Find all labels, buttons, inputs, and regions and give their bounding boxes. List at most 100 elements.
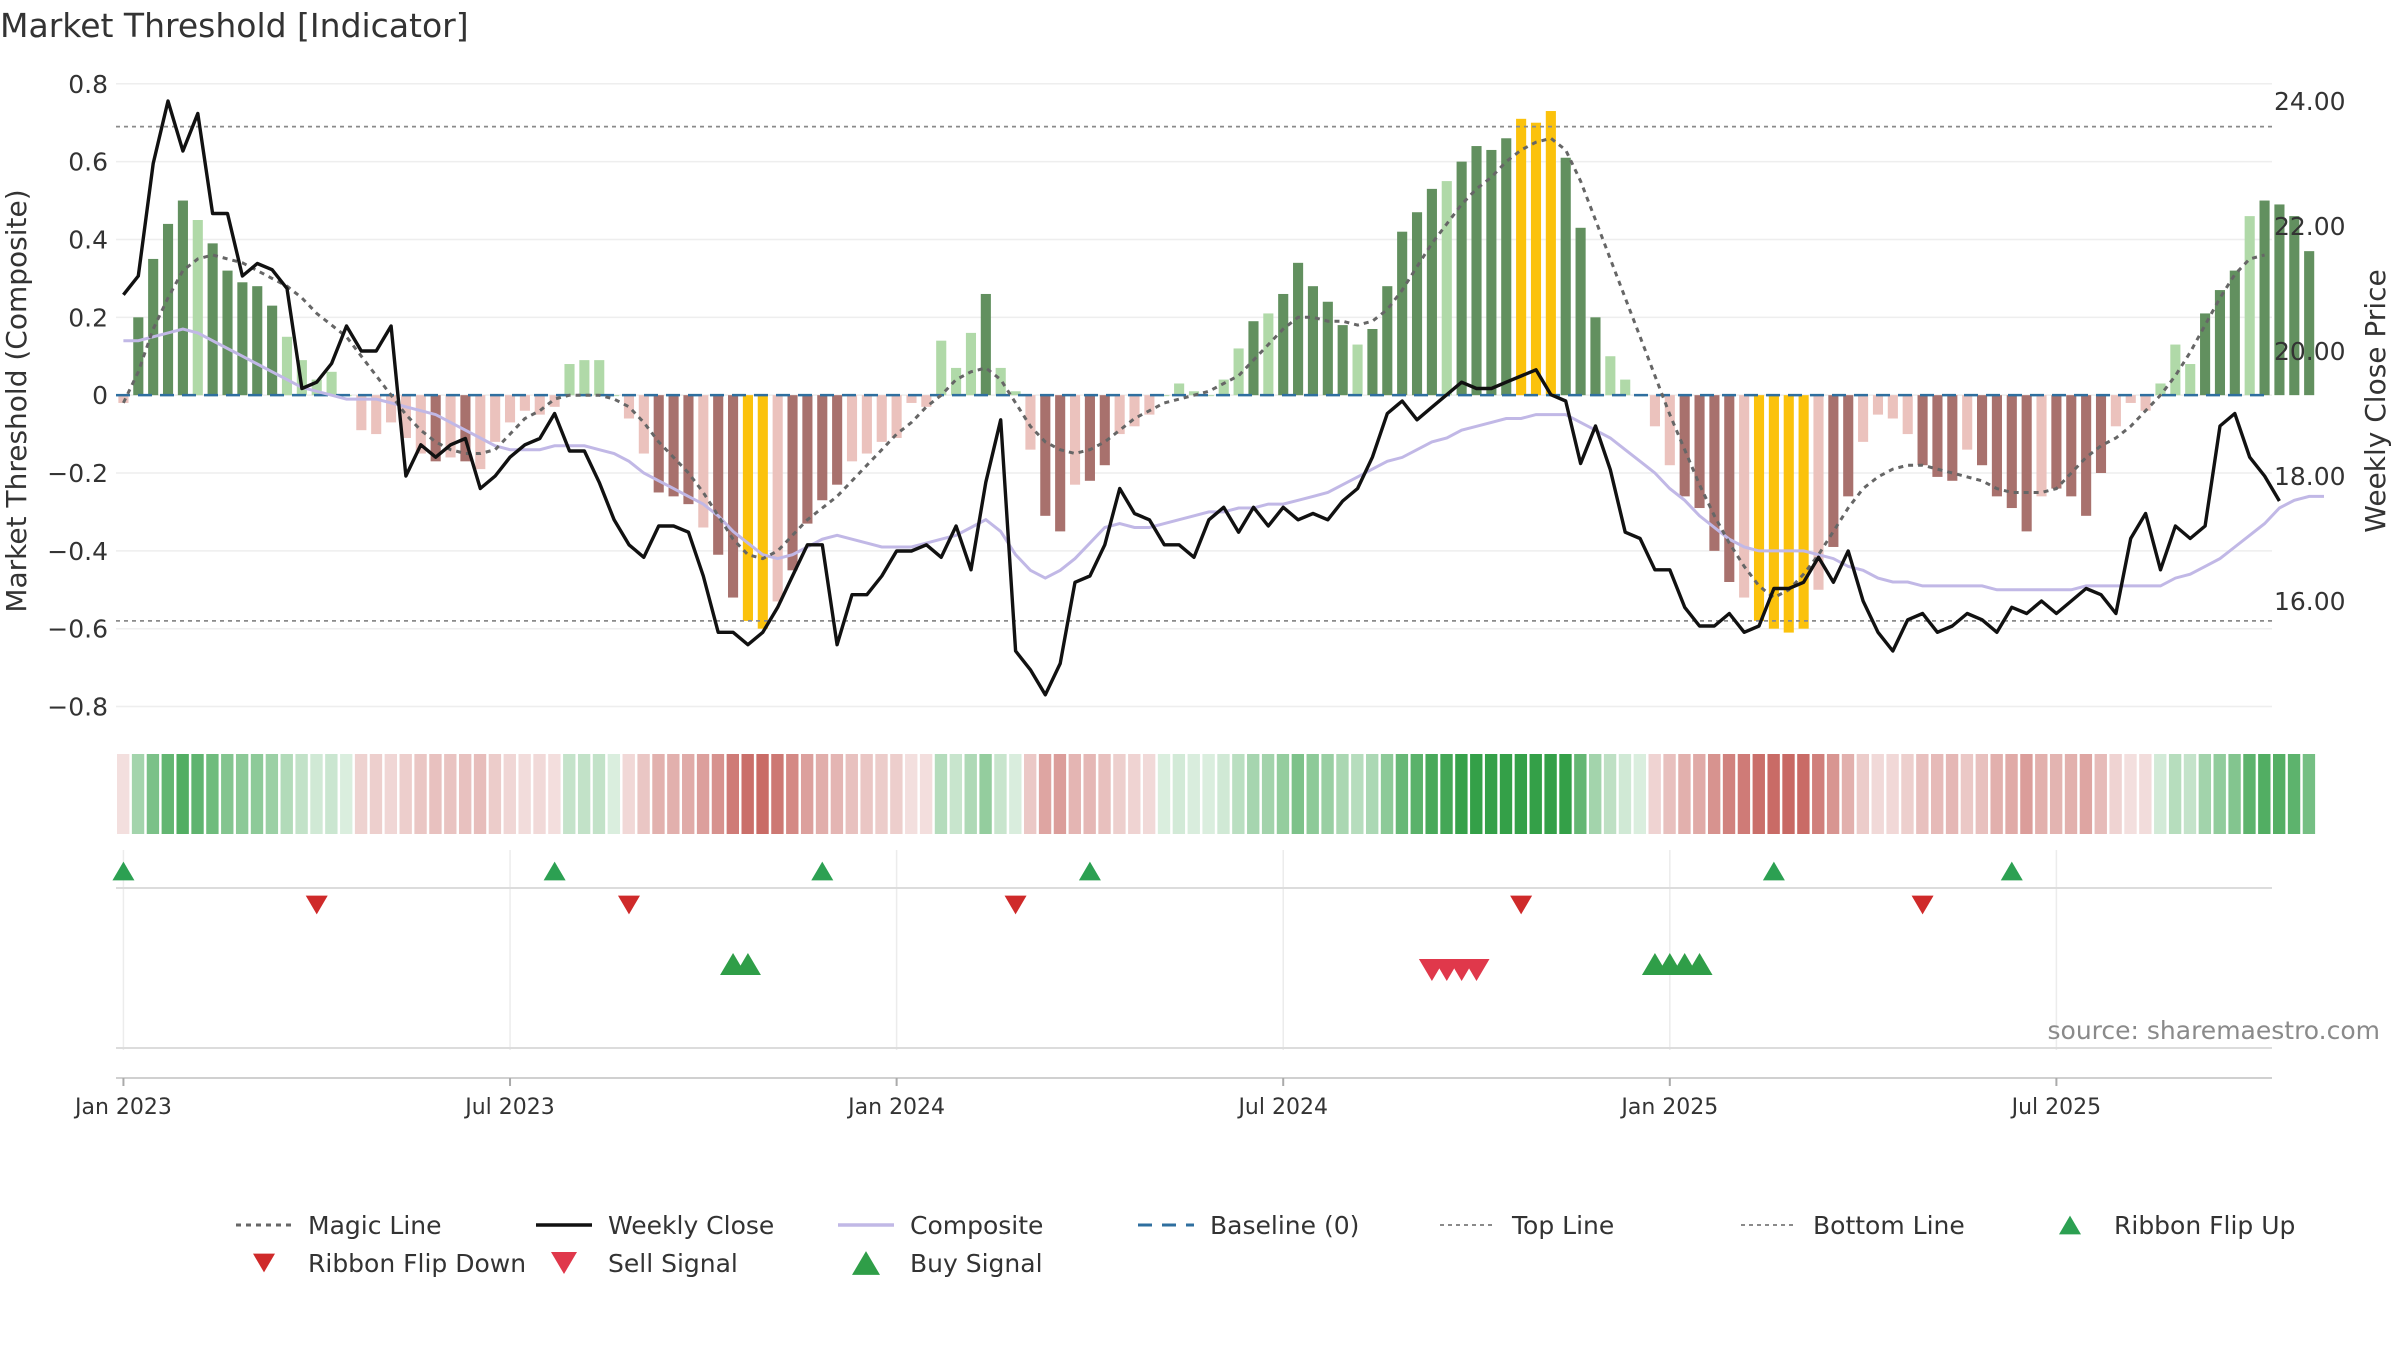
composite-bar <box>1516 118 1527 396</box>
ribbon-cell <box>756 754 769 834</box>
ribbon-cell <box>2035 754 2048 834</box>
weekly-close-line <box>122 99 2281 697</box>
ribbon-cell <box>1916 754 1929 834</box>
y2-axis-label: Weekly Close Price <box>2359 269 2392 532</box>
composite-bar <box>995 367 1006 396</box>
ribbon-cell <box>250 754 264 834</box>
ribbon-cell <box>1752 754 1765 834</box>
composite-bar <box>2229 270 2240 396</box>
composite-bar <box>1709 395 1720 551</box>
legend-item: Baseline (0) <box>1138 1211 1359 1240</box>
composite-bar <box>1471 146 1482 396</box>
buy-signal-marker <box>734 952 761 976</box>
ribbon-cell <box>1871 754 1884 834</box>
legend-swatch <box>551 1251 577 1275</box>
composite-bar <box>2289 216 2300 396</box>
y-tick-label: −0.6 <box>47 615 108 644</box>
composite-bar <box>698 395 709 528</box>
ribbon-cell <box>354 754 368 834</box>
ribbon-cell <box>458 754 472 834</box>
composite-bar <box>1040 395 1051 516</box>
legend-item: Top Line <box>1440 1211 1614 1240</box>
y-tick-label: −0.2 <box>47 459 108 488</box>
ribbon-cell <box>503 754 516 834</box>
ribbon-cell <box>1618 754 1632 834</box>
ribbon-cell <box>2273 754 2286 834</box>
composite-bar <box>594 360 605 396</box>
ribbon-cell <box>1291 754 1305 834</box>
ribbon-cell <box>2258 754 2271 834</box>
composite-bar <box>876 395 887 442</box>
composite-bar <box>1426 188 1437 396</box>
legend: Magic Line Weekly Close Composite Baseline … <box>236 1211 2295 1278</box>
ribbon-cell <box>1945 754 1959 834</box>
legend-label: Buy Signal <box>910 1249 1043 1278</box>
composite-bar <box>1813 395 1824 590</box>
composite-bar <box>1069 395 1081 485</box>
ribbon-flip-down-marker <box>1510 895 1533 915</box>
composite-bar <box>2259 200 2270 396</box>
ribbon-flip-up-marker <box>1078 861 1101 881</box>
composite-bar <box>1962 395 1973 450</box>
composite-bar <box>1724 395 1735 582</box>
ribbon-cell <box>1633 754 1647 834</box>
ribbon-cell <box>340 754 353 834</box>
legend-item: Sell Signal <box>551 1249 738 1278</box>
composite-bar <box>1590 317 1601 396</box>
composite-bar <box>906 395 917 403</box>
composite-bar <box>891 395 902 438</box>
ribbon-cell <box>2228 754 2241 834</box>
x-tick-label: Jan 2025 <box>1619 1095 1718 1120</box>
composite-bar <box>475 395 486 470</box>
composite-bar <box>1649 395 1660 427</box>
ribbon-cell <box>2139 754 2152 834</box>
ribbon-cell <box>726 754 739 834</box>
legend-item: Composite <box>838 1211 1043 1240</box>
ribbon-cell <box>637 754 650 834</box>
chart-title: Market Threshold [Indicator] <box>0 6 469 45</box>
ribbon-cell <box>979 754 992 834</box>
legend-item: Bottom Line <box>1741 1211 1965 1240</box>
ribbon-cell <box>325 754 338 834</box>
composite-bar <box>1307 286 1319 396</box>
composite-bar <box>1367 328 1378 396</box>
ribbon-cell <box>2020 754 2033 834</box>
composite-bar <box>1084 395 1095 481</box>
y2-tick-label: 18.00 <box>2274 462 2346 491</box>
ribbon-cell <box>1707 754 1721 834</box>
composite-bar <box>2095 395 2107 474</box>
composite-bar <box>1664 395 1675 466</box>
composite-bar <box>1322 301 1333 396</box>
composite-bar <box>386 395 397 423</box>
ribbon-cell <box>1351 754 1364 834</box>
x-tick-label: Jul 2025 <box>2010 1095 2102 1120</box>
composite-bar <box>430 395 441 462</box>
ribbon-cell <box>2064 754 2078 834</box>
ribbon-cell <box>1365 754 1379 834</box>
legend-item: Magic Line <box>236 1211 442 1240</box>
y-tick-label: 0.2 <box>68 303 108 332</box>
composite-bar <box>1605 356 1616 396</box>
ribbon-cell <box>2109 754 2122 834</box>
composite-bars <box>118 111 2315 633</box>
ribbon-cell <box>1024 754 1037 834</box>
ribbon-cell <box>1722 754 1736 834</box>
legend-item: Ribbon Flip Down <box>253 1249 526 1278</box>
legend-label: Baseline (0) <box>1210 1211 1359 1240</box>
ribbon-cell <box>577 754 591 834</box>
ribbon-cell <box>1603 754 1617 834</box>
legend-swatch <box>852 1251 880 1275</box>
axes: 0.8 0.6 0.4 0.2 0 −0.2 −0.4 −0.6 −0.8 24.00 22.00 2… <box>0 70 2392 1120</box>
composite-bar <box>1620 379 1631 396</box>
composite-bar <box>162 223 174 396</box>
ribbon-cell <box>2302 754 2316 834</box>
ribbon-cell <box>310 754 323 834</box>
ribbon-flip-up-marker <box>811 861 834 881</box>
ribbon-cell <box>1247 754 1260 834</box>
ribbon-cell <box>1975 754 1988 834</box>
composite-bar <box>1932 395 1943 477</box>
ribbon-cell <box>1440 754 1453 834</box>
ribbon-cell <box>1856 754 1870 834</box>
ribbon-cell <box>1767 754 1780 834</box>
legend-label: Weekly Close <box>608 1211 774 1240</box>
